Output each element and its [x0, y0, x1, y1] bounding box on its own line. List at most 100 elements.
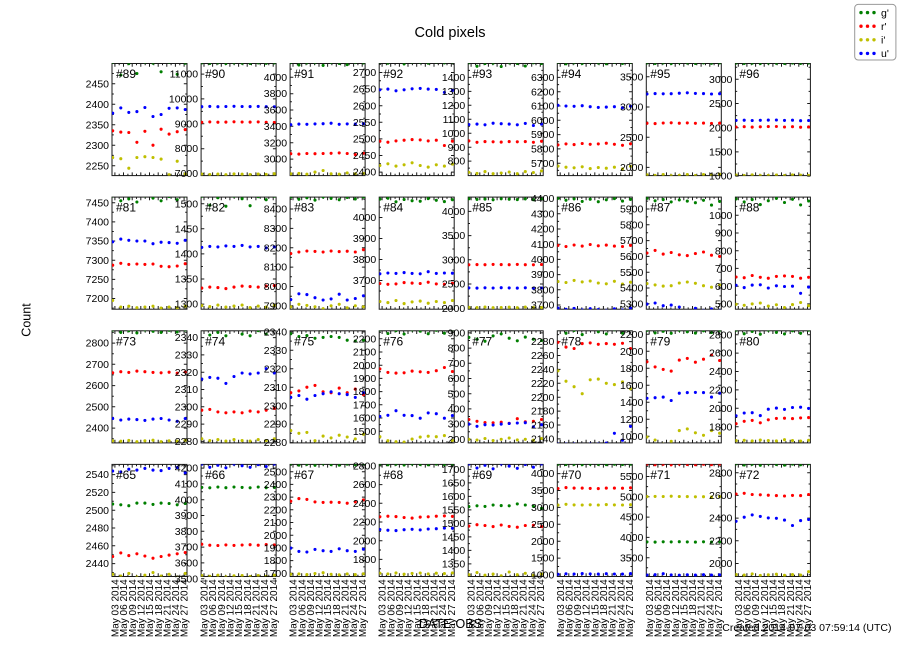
svg-text:g': g' — [881, 7, 889, 19]
svg-text:1800: 1800 — [353, 554, 377, 566]
svg-text:1800: 1800 — [709, 421, 733, 433]
svg-text:May 24 2014: May 24 2014 — [438, 579, 449, 637]
svg-text:#68: #68 — [383, 468, 403, 482]
svg-text:2700: 2700 — [86, 359, 110, 371]
svg-text:2500: 2500 — [264, 466, 288, 478]
svg-text:2250: 2250 — [86, 160, 110, 172]
svg-text:May 21 2014: May 21 2014 — [430, 579, 441, 637]
svg-text:#70: #70 — [561, 468, 581, 482]
svg-text:5500: 5500 — [620, 267, 644, 279]
svg-text:#72: #72 — [739, 468, 759, 482]
svg-text:2800: 2800 — [709, 329, 733, 341]
svg-text:200: 200 — [448, 434, 466, 446]
svg-text:1350: 1350 — [442, 559, 466, 571]
svg-text:2200: 2200 — [353, 517, 377, 529]
svg-text:May 03 2014: May 03 2014 — [111, 579, 122, 637]
svg-text:2400: 2400 — [709, 513, 733, 525]
svg-text:2000: 2000 — [709, 403, 733, 415]
svg-text:7450: 7450 — [86, 197, 110, 209]
svg-text:u': u' — [881, 48, 889, 60]
svg-text:1450: 1450 — [175, 223, 199, 235]
svg-text:#91: #91 — [294, 67, 314, 81]
svg-text:2520: 2520 — [86, 487, 110, 499]
svg-text:5700: 5700 — [620, 235, 644, 247]
svg-text:4500: 4500 — [620, 512, 644, 524]
svg-text:800: 800 — [448, 156, 466, 168]
svg-text:May 12 2014: May 12 2014 — [136, 579, 147, 637]
svg-text:2400: 2400 — [264, 479, 288, 491]
svg-text:1300: 1300 — [442, 86, 466, 98]
svg-text:1900: 1900 — [353, 373, 377, 385]
svg-text:May 18 2014: May 18 2014 — [421, 579, 432, 637]
svg-text:May 21 2014: May 21 2014 — [341, 579, 352, 637]
svg-text:May 27 2014: May 27 2014 — [536, 579, 547, 637]
svg-text:Created 2014-07-03 07:59:14 (U: Created 2014-07-03 07:59:14 (UTC) — [722, 622, 891, 634]
svg-text:1400: 1400 — [442, 72, 466, 84]
svg-text:#81: #81 — [116, 201, 136, 215]
svg-text:May 27 2014: May 27 2014 — [714, 579, 725, 637]
svg-text:2400: 2400 — [86, 99, 110, 111]
svg-text:May 21 2014: May 21 2014 — [162, 579, 173, 637]
svg-text:2260: 2260 — [531, 350, 555, 362]
svg-text:1800: 1800 — [353, 386, 377, 398]
svg-text:3800: 3800 — [264, 88, 288, 100]
svg-text:May 06 2014: May 06 2014 — [654, 579, 665, 637]
svg-text:May 06 2014: May 06 2014 — [297, 579, 308, 637]
svg-text:#90: #90 — [205, 67, 225, 81]
svg-text:May 15 2014: May 15 2014 — [323, 579, 334, 637]
svg-text:3500: 3500 — [531, 485, 555, 497]
svg-text:5000: 5000 — [620, 491, 644, 503]
svg-text:4000: 4000 — [531, 254, 555, 266]
svg-text:May 21 2014: May 21 2014 — [608, 579, 619, 637]
svg-text:3700: 3700 — [531, 300, 555, 312]
svg-text:1500: 1500 — [709, 147, 733, 159]
svg-text:2000: 2000 — [620, 346, 644, 358]
svg-text:#76: #76 — [383, 334, 403, 348]
svg-text:1800: 1800 — [620, 363, 644, 375]
svg-text:May 21 2014: May 21 2014 — [519, 579, 530, 637]
svg-text:Cold pixels: Cold pixels — [415, 25, 486, 41]
svg-text:1400: 1400 — [175, 249, 199, 261]
svg-text:7000: 7000 — [175, 168, 199, 180]
svg-text:4200: 4200 — [175, 463, 199, 475]
svg-text:2290: 2290 — [264, 419, 288, 431]
svg-text:May 24 2014: May 24 2014 — [705, 579, 716, 637]
svg-text:3000: 3000 — [709, 74, 733, 86]
svg-text:#66: #66 — [205, 468, 225, 482]
svg-text:1500: 1500 — [175, 198, 199, 210]
svg-text:May 24 2014: May 24 2014 — [349, 579, 360, 637]
svg-text:2650: 2650 — [353, 84, 377, 96]
svg-text:2300: 2300 — [175, 401, 199, 413]
svg-text:May 27 2014: May 27 2014 — [447, 579, 458, 637]
svg-text:3900: 3900 — [353, 233, 377, 245]
svg-text:2000: 2000 — [442, 303, 466, 315]
svg-text:May 03 2014: May 03 2014 — [200, 579, 211, 637]
svg-text:7250: 7250 — [86, 274, 110, 286]
svg-text:3900: 3900 — [531, 269, 555, 281]
svg-text:#75: #75 — [294, 334, 314, 348]
svg-text:1400: 1400 — [442, 545, 466, 557]
svg-text:2500: 2500 — [86, 505, 110, 517]
svg-text:1700: 1700 — [442, 464, 466, 476]
svg-text:2000: 2000 — [353, 535, 377, 547]
svg-text:6000: 6000 — [531, 115, 555, 127]
svg-text:May 15 2014: May 15 2014 — [679, 579, 690, 637]
svg-text:#79: #79 — [650, 334, 670, 348]
svg-text:May 18 2014: May 18 2014 — [688, 579, 699, 637]
svg-text:2000: 2000 — [264, 530, 288, 542]
svg-text:4000: 4000 — [353, 212, 377, 224]
svg-text:#73: #73 — [116, 334, 136, 348]
svg-text:1000: 1000 — [620, 431, 644, 443]
svg-text:#93: #93 — [472, 67, 492, 81]
svg-text:2000: 2000 — [620, 162, 644, 174]
svg-text:2450: 2450 — [86, 78, 110, 90]
svg-text:#94: #94 — [561, 67, 581, 81]
svg-text:May 09 2014: May 09 2014 — [573, 579, 584, 637]
svg-text:1000: 1000 — [709, 210, 733, 222]
svg-text:2280: 2280 — [264, 437, 288, 449]
svg-text:May 18 2014: May 18 2014 — [332, 579, 343, 637]
svg-text:2180: 2180 — [531, 406, 555, 418]
svg-text:May 06 2014: May 06 2014 — [743, 579, 754, 637]
svg-text:#65: #65 — [116, 468, 136, 482]
svg-text:2160: 2160 — [531, 420, 555, 432]
